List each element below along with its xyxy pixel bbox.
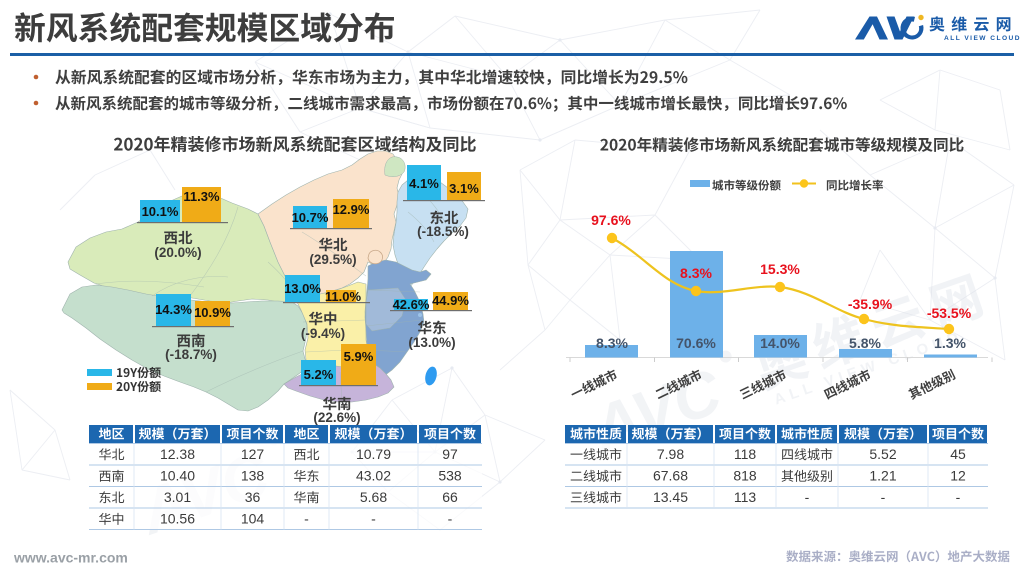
svg-text:3.1%: 3.1% [449,181,479,196]
svg-text:66: 66 [442,489,458,505]
svg-text:14.0%: 14.0% [760,335,800,351]
svg-text:127: 127 [241,446,265,462]
svg-text:(-9.4%): (-9.4%) [301,326,345,341]
svg-text:(29.5%): (29.5%) [309,252,356,267]
svg-text:45: 45 [950,446,966,462]
svg-text:-53.5%: -53.5% [927,305,972,321]
svg-text:11.0%: 11.0% [325,289,362,304]
svg-text:36: 36 [245,489,261,505]
svg-text:-: - [448,510,453,526]
svg-text:8.3%: 8.3% [596,335,628,351]
svg-text:10.79: 10.79 [356,446,391,462]
svg-text:538: 538 [438,467,462,483]
svg-text:5.52: 5.52 [869,446,896,462]
svg-text:70.6%: 70.6% [676,335,716,351]
svg-text:42.6%: 42.6% [393,297,430,312]
svg-text:(20.0%): (20.0%) [154,245,201,260]
svg-text:(-18.5%): (-18.5%) [417,224,469,239]
svg-text:10.1%: 10.1% [142,204,179,219]
svg-text:97: 97 [442,446,458,462]
svg-text:113: 113 [734,489,757,505]
svg-text:-: - [304,510,309,526]
svg-text:1.3%: 1.3% [934,335,966,351]
svg-text:-35.9%: -35.9% [848,296,893,312]
svg-text:10.7%: 10.7% [292,210,329,225]
svg-text:104: 104 [241,510,265,526]
svg-text:15.3%: 15.3% [760,261,800,277]
svg-text:97.6%: 97.6% [591,212,631,228]
svg-text:10.56: 10.56 [160,510,195,526]
svg-text:5.2%: 5.2% [304,367,334,382]
svg-text:818: 818 [733,467,757,483]
svg-text:7.98: 7.98 [657,446,684,462]
svg-text:www.avc-mr.com: www.avc-mr.com [13,550,128,566]
svg-text:5.68: 5.68 [360,489,387,505]
svg-text:8.3%: 8.3% [680,265,712,281]
svg-text:10.9%: 10.9% [194,305,231,320]
svg-text:10.40: 10.40 [160,467,195,483]
svg-text:138: 138 [241,467,265,483]
svg-text:12.9%: 12.9% [333,202,370,217]
svg-text:12: 12 [950,467,966,483]
svg-text:118: 118 [734,446,757,462]
svg-text:43.02: 43.02 [356,467,391,483]
svg-text:(-18.7%): (-18.7%) [165,347,217,362]
svg-text:67.68: 67.68 [653,467,688,483]
svg-text:-: - [881,489,886,505]
svg-text:(13.0%): (13.0%) [408,335,455,350]
svg-text:14.3%: 14.3% [155,302,192,317]
svg-text:13.0%: 13.0% [284,281,321,296]
svg-text:5.8%: 5.8% [849,335,881,351]
svg-text:3.01: 3.01 [164,489,191,505]
svg-text:11.3%: 11.3% [183,189,220,204]
svg-text:12.38: 12.38 [160,446,195,462]
svg-text:44.9%: 44.9% [432,293,469,308]
svg-text:-: - [371,510,376,526]
svg-text:13.45: 13.45 [653,489,688,505]
svg-text:ALL VIEW CLOUD: ALL VIEW CLOUD [944,35,1021,42]
svg-text:4.1%: 4.1% [409,176,439,191]
svg-text:-: - [805,489,810,505]
svg-text:-: - [956,489,961,505]
svg-text:(22.6%): (22.6%) [313,410,360,425]
svg-text:1.21: 1.21 [869,467,896,483]
svg-text:5.9%: 5.9% [344,349,374,364]
